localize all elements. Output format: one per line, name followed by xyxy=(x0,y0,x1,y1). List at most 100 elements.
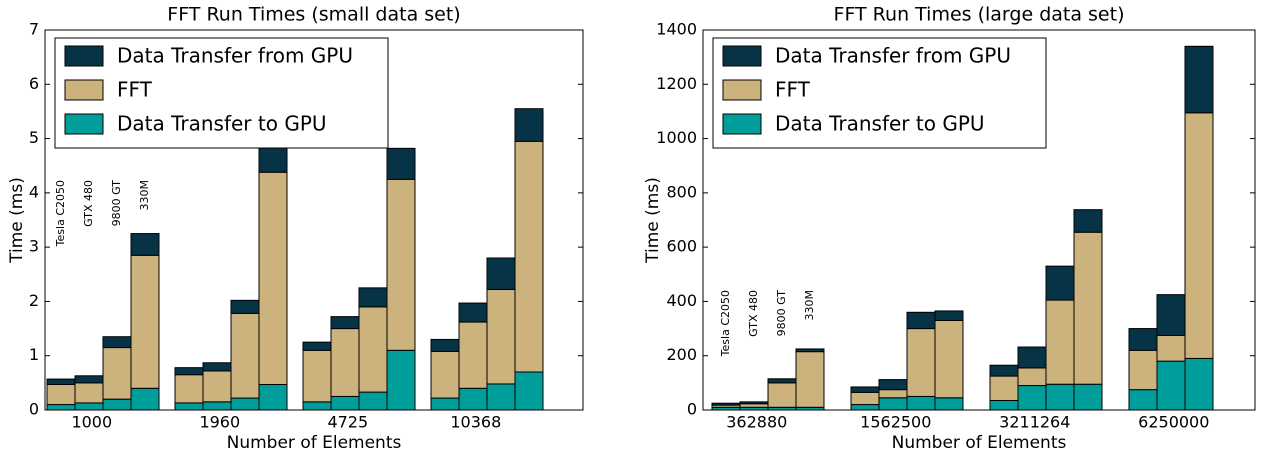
chart-title: FFT Run Times (small data set) xyxy=(167,4,460,26)
y-tick-label: 6 xyxy=(29,74,39,93)
bar-segment xyxy=(486,288,516,385)
y-tick-label: 2 xyxy=(29,291,39,310)
bar-segment xyxy=(230,299,260,314)
y-tick-label: 5 xyxy=(29,128,39,147)
bar-segment xyxy=(430,338,460,352)
bar-segment xyxy=(739,401,769,405)
bar-segment xyxy=(934,397,964,411)
bar-segment xyxy=(258,171,288,385)
bar-segment xyxy=(795,348,825,353)
bar-segment xyxy=(458,302,488,323)
bar-segment xyxy=(739,403,769,408)
bar-segment xyxy=(358,287,388,308)
bar-segment xyxy=(258,147,288,173)
x-tick-label: 4725 xyxy=(327,413,368,432)
bar-label: Tesla C2050 xyxy=(719,290,732,357)
x-tick-label: 3211264 xyxy=(999,413,1070,432)
legend-label: Data Transfer to GPU xyxy=(775,112,985,136)
bar-segment xyxy=(1184,45,1214,114)
bar-label: 9800 GT xyxy=(110,180,123,227)
bar-segment xyxy=(330,328,360,397)
y-tick-label: 1000 xyxy=(656,128,697,147)
bar-segment xyxy=(130,233,160,256)
bar-segment xyxy=(1017,346,1047,369)
bar-segment xyxy=(878,397,908,411)
bar-segment xyxy=(486,257,516,290)
bar-segment xyxy=(1156,334,1186,362)
bar-segment xyxy=(989,364,1019,377)
y-tick-label: 1400 xyxy=(656,20,697,39)
y-tick-label: 1 xyxy=(29,345,39,364)
bar-segment xyxy=(1128,328,1158,351)
bar-segment xyxy=(302,349,332,403)
legend-box xyxy=(712,37,1047,149)
bar-segment xyxy=(174,402,204,411)
y-tick-label: 0 xyxy=(687,400,697,419)
legend-label: Data Transfer to GPU xyxy=(117,112,327,136)
bar-segment xyxy=(358,306,388,393)
bar-segment xyxy=(514,140,544,373)
bar-segment xyxy=(989,400,1019,411)
bar-segment xyxy=(202,370,232,403)
bar-segment xyxy=(358,391,388,411)
bar-segment xyxy=(202,401,232,411)
legend-swatch xyxy=(722,113,762,135)
bar-segment xyxy=(74,382,104,404)
bar-segment xyxy=(711,402,741,406)
bar-segment xyxy=(102,398,132,411)
bar-segment xyxy=(850,391,880,406)
chart-title: FFT Run Times (large data set) xyxy=(834,4,1125,26)
bar-segment xyxy=(74,375,104,384)
bar-segment xyxy=(767,382,797,408)
x-tick-label: 1000 xyxy=(71,413,112,432)
bar-segment xyxy=(330,316,360,330)
legend-label: FFT xyxy=(775,78,811,102)
bar-segment xyxy=(906,328,936,397)
bar-segment xyxy=(174,367,204,376)
bar-label: Tesla C2050 xyxy=(54,180,67,247)
bar-segment xyxy=(795,351,825,408)
bar-segment xyxy=(102,336,132,349)
y-tick-label: 3 xyxy=(29,237,39,256)
legend-label: FFT xyxy=(117,78,153,102)
legend-swatch xyxy=(722,45,762,67)
bar-segment xyxy=(458,387,488,411)
bar-segment xyxy=(850,386,880,393)
legend-swatch xyxy=(64,113,104,135)
y-axis-label: Time (ms) xyxy=(643,177,663,264)
x-axis-label: Number of Elements xyxy=(227,433,402,453)
bar-segment xyxy=(46,404,76,411)
bar-segment xyxy=(1045,265,1075,301)
bar-segment xyxy=(102,347,132,400)
bar-segment xyxy=(1184,357,1214,411)
bar-segment xyxy=(514,371,544,411)
y-tick-label: 600 xyxy=(666,237,697,256)
x-tick-label: 1960 xyxy=(199,413,240,432)
bar-label: 9800 GT xyxy=(775,290,788,337)
bar-segment xyxy=(906,311,936,330)
bar-segment xyxy=(330,395,360,411)
bar-segment xyxy=(1045,383,1075,411)
bar-segment xyxy=(486,383,516,411)
bar-segment xyxy=(230,397,260,411)
y-tick-label: 400 xyxy=(666,291,697,310)
bar-segment xyxy=(934,319,964,399)
bar-segment xyxy=(850,404,880,411)
bar-label: GTX 480 xyxy=(82,180,95,227)
bar-segment xyxy=(46,378,76,385)
legend-swatch xyxy=(64,79,104,101)
y-tick-label: 800 xyxy=(666,182,697,201)
plot-frame xyxy=(44,29,584,411)
x-tick-label: 1562500 xyxy=(860,413,931,432)
bar-segment xyxy=(174,374,204,404)
bar-segment xyxy=(906,395,936,411)
bar-segment xyxy=(386,147,416,180)
bar-segment xyxy=(430,397,460,411)
bar-segment xyxy=(130,254,160,389)
y-tick-label: 0 xyxy=(29,400,39,419)
bar-segment xyxy=(767,378,797,384)
plot-frame xyxy=(702,29,1256,411)
bar-segment xyxy=(1128,389,1158,411)
y-axis-label: Time (ms) xyxy=(7,177,27,264)
bar-segment xyxy=(386,178,416,351)
